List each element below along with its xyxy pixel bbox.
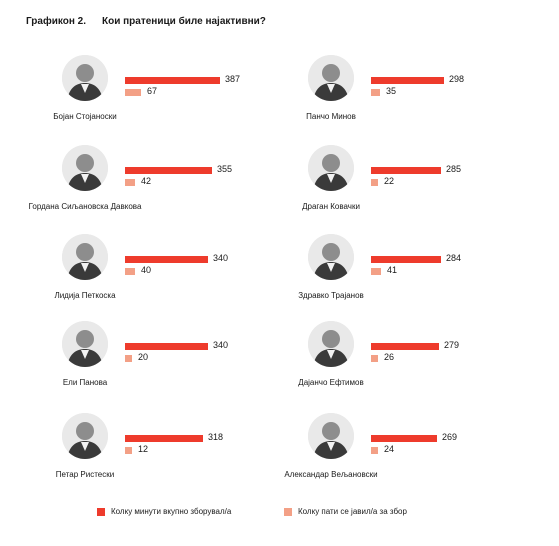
value-label-times: 67 [147, 86, 158, 96]
value-label-minutes: 340 [213, 340, 229, 350]
person-name: Бојан Стојаноски [53, 112, 117, 121]
bar-minutes [125, 167, 212, 174]
avatar [308, 55, 354, 101]
person-name: Панчо Минов [306, 112, 356, 121]
value-label-minutes: 355 [217, 164, 233, 174]
value-label-minutes: 284 [446, 253, 462, 263]
bar-times [125, 89, 141, 96]
bar-minutes [371, 343, 439, 350]
value-label-times: 20 [138, 352, 149, 362]
value-label-minutes: 279 [444, 340, 460, 350]
legend-swatch-minutes [97, 508, 105, 516]
value-label-times: 22 [384, 176, 395, 186]
value-label-times: 35 [386, 86, 397, 96]
avatar [62, 234, 108, 280]
value-label-times: 12 [138, 444, 149, 454]
avatar [308, 234, 354, 280]
bar-times [371, 89, 380, 96]
bar-minutes [125, 435, 203, 442]
bar-times [371, 268, 381, 275]
avatar [308, 413, 354, 459]
chart-title-text: Кои пратеници биле најактивни? [102, 16, 266, 27]
chart-number: Графикон 2. [26, 16, 86, 27]
avatar [308, 145, 354, 191]
avatar [62, 55, 108, 101]
value-label-times: 24 [384, 444, 395, 454]
legend-label-times: Колку пати се јавил/а за збор [298, 507, 407, 516]
bar-minutes [371, 256, 441, 263]
person-name: Здравко Трајанов [298, 291, 364, 300]
person-name: Петар Ристески [55, 470, 115, 479]
person-name: Александар Вељановски [284, 470, 378, 479]
bar-times [125, 179, 135, 186]
value-label-minutes: 340 [213, 253, 229, 263]
person-name: Драган Ковачки [302, 202, 360, 211]
value-label-minutes: 387 [225, 74, 241, 84]
legend-swatch-times [284, 508, 292, 516]
avatar [62, 413, 108, 459]
person-name: Гордана Сиљановска Давкова [28, 202, 142, 211]
bar-minutes [125, 77, 220, 84]
person-name: Ели Панова [62, 378, 108, 387]
value-label-times: 41 [387, 265, 398, 275]
bar-times [125, 447, 132, 454]
legend-label-minutes: Колку минути вкупно зборувал/а [111, 507, 232, 516]
value-label-minutes: 285 [446, 164, 462, 174]
person-name: Дајанчо Ефтимов [298, 378, 364, 387]
bar-times [371, 355, 378, 362]
bar-times [125, 355, 132, 362]
person-name: Лидија Петкоска [54, 291, 116, 300]
avatar [62, 321, 108, 367]
value-label-minutes: 269 [442, 432, 458, 442]
bar-times [125, 268, 135, 275]
bar-minutes [125, 343, 208, 350]
bar-times [371, 447, 378, 454]
value-label-minutes: 298 [449, 74, 465, 84]
bar-minutes [125, 256, 208, 263]
value-label-minutes: 318 [208, 432, 224, 442]
bar-times [371, 179, 378, 186]
value-label-times: 42 [141, 176, 152, 186]
avatar [308, 321, 354, 367]
value-label-times: 26 [384, 352, 395, 362]
bar-minutes [371, 167, 441, 174]
bar-minutes [371, 77, 444, 84]
bar-minutes [371, 435, 437, 442]
value-label-times: 40 [141, 265, 152, 275]
avatar [62, 145, 108, 191]
